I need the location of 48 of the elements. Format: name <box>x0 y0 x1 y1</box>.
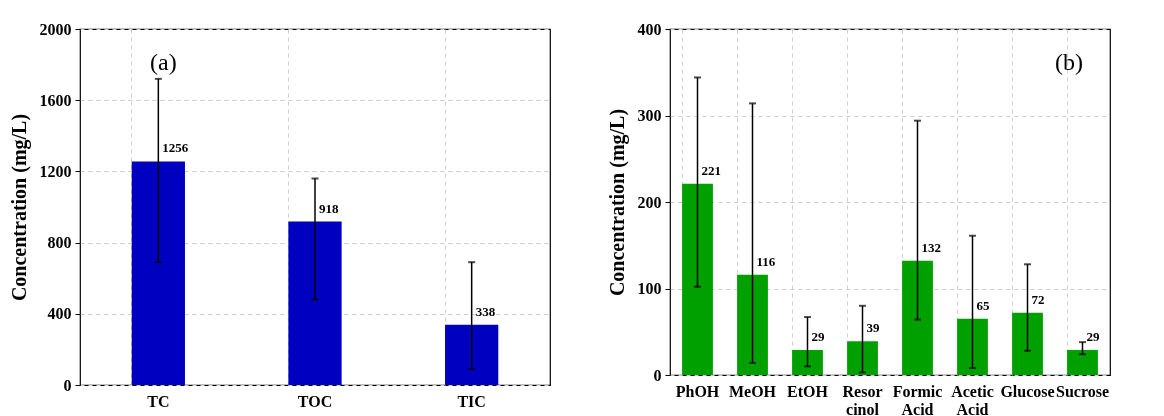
data-label: 918 <box>319 200 339 216</box>
bar <box>902 260 933 375</box>
y-tick-label: 800 <box>47 234 72 252</box>
x-tick-label: TIC <box>457 392 486 410</box>
y-tick-label: 400 <box>47 305 72 323</box>
x-tick-label: TOC <box>297 392 333 410</box>
x-tick-label: Glucose <box>1000 382 1055 400</box>
data-label: 338 <box>475 303 496 319</box>
x-tick-label: Formic Acid <box>892 382 943 416</box>
bar <box>1067 349 1098 375</box>
y-tick-label: 400 <box>637 20 662 38</box>
y-tick-label: 1600 <box>39 91 72 109</box>
bar <box>957 318 988 375</box>
y-tick-label: 300 <box>637 107 662 124</box>
data-label: 1256 <box>162 140 189 156</box>
y-tick-label: 1200 <box>39 162 72 180</box>
bar <box>847 341 878 375</box>
x-tick-label: EtOH <box>787 382 829 400</box>
data-label: 29 <box>811 328 825 344</box>
y-tick-label: 100 <box>637 280 662 297</box>
text: (a) <box>150 49 177 75</box>
x-tick-label: TC <box>147 392 170 410</box>
data-label: 29 <box>1086 328 1100 344</box>
bar <box>737 274 768 375</box>
bar <box>288 221 342 385</box>
text: (b) <box>1055 49 1083 75</box>
bar <box>1012 312 1043 375</box>
x-tick-label: Resor cinol <box>842 382 883 416</box>
y-axis-title: Concentration (mg/L) <box>605 108 629 297</box>
x-tick-label: Sucrose <box>1055 382 1110 400</box>
y-tick-label: 0 <box>653 366 662 384</box>
data-label: 39 <box>866 320 880 336</box>
x-tick-label: PhOH <box>675 382 720 400</box>
x-tick-label: Acetic Acid <box>951 382 994 416</box>
y-tick-label: 2000 <box>39 20 72 38</box>
y-axis-title: Concentration (mg/L) <box>7 113 31 302</box>
data-label: 72 <box>1031 291 1045 307</box>
data-label: 65 <box>976 297 990 313</box>
data-label: 132 <box>921 239 941 255</box>
bar <box>131 161 185 385</box>
y-tick-label: 200 <box>637 193 662 211</box>
data-label: 116 <box>756 253 776 269</box>
x-tick-label: MeOH <box>728 382 777 400</box>
bar <box>792 349 823 375</box>
data-label: 221 <box>701 162 721 178</box>
y-tick-label: 0 <box>63 376 72 394</box>
bar <box>682 183 713 375</box>
bar <box>445 324 499 385</box>
